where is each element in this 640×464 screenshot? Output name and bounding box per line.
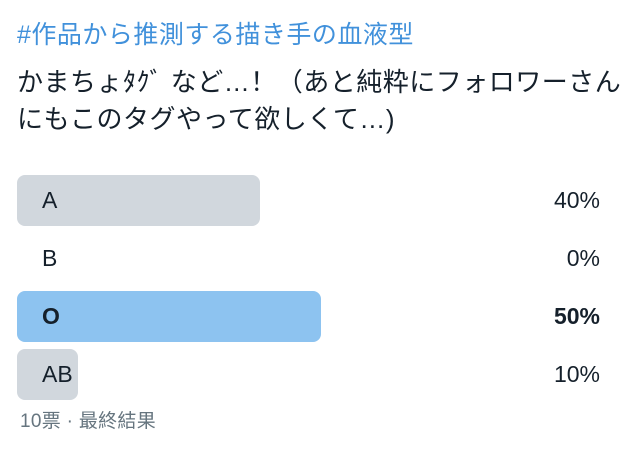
tweet-body-line1: かまちょﾀｸﾞ など…！（あと純粋にフォロワーさん <box>17 67 622 97</box>
poll-footer-status: 10票 · 最終結果 <box>20 411 157 432</box>
poll-option-o: O 50% <box>17 291 640 342</box>
tweet-body: かまちょﾀｸﾞ など…！（あと純粋にフォロワーさん にもこのタグやって欲しくて…… <box>17 64 627 138</box>
poll-option-percent: 0% <box>566 245 600 271</box>
poll-bar <box>17 349 78 400</box>
poll-option-label: B <box>42 245 58 271</box>
poll-results: A 40% B 0% O 50% AB 10% <box>17 175 640 407</box>
poll-option-a: A 40% <box>17 175 640 226</box>
poll-bar <box>17 175 261 226</box>
poll-bar <box>17 291 321 342</box>
hashtag-link[interactable]: #作品から推測する描き手の血液型 <box>17 21 414 49</box>
poll-option-label: A <box>42 187 58 213</box>
poll-option-label: AB <box>42 361 73 387</box>
poll-option-b: B 0% <box>17 233 640 284</box>
poll-option-percent: 10% <box>553 361 600 387</box>
poll-option-percent: 50% <box>553 303 600 329</box>
poll-option-label: O <box>42 303 60 329</box>
poll-option-ab: AB 10% <box>17 349 640 400</box>
poll-option-percent: 40% <box>553 187 600 213</box>
tweet-body-line2: にもこのタグやって欲しくて…) <box>17 104 396 134</box>
